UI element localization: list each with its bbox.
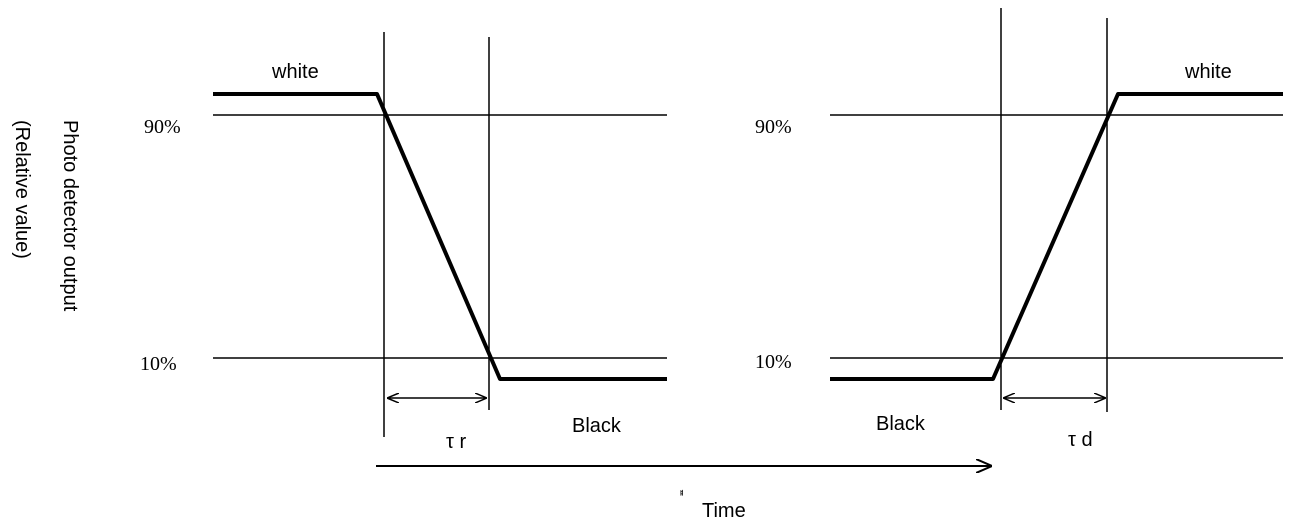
y-axis-label-line2: (Relative value) bbox=[11, 120, 33, 259]
right-black-label: Black bbox=[876, 413, 926, 435]
time-stray-mark: ᅤ bbox=[674, 489, 684, 502]
time-label: Time bbox=[702, 500, 746, 522]
left-10-label: 10% bbox=[140, 353, 177, 375]
right-90-label: 90% bbox=[755, 116, 792, 138]
left-black-label: Black bbox=[572, 415, 622, 437]
left-90-label: 90% bbox=[144, 116, 181, 138]
left-panel: white 90% 10% Black τ r bbox=[140, 32, 667, 453]
time-axis: ᅤ Time bbox=[376, 466, 991, 522]
tau-d-label: τ d bbox=[1068, 429, 1093, 451]
right-10-label: 10% bbox=[755, 351, 792, 373]
y-axis-label-line1: Photo detector output bbox=[59, 120, 81, 312]
right-waveform bbox=[830, 92, 1283, 381]
left-waveform bbox=[213, 92, 667, 381]
right-panel: white 90% 10% Black τ d bbox=[755, 8, 1283, 451]
right-white-label: white bbox=[1184, 61, 1232, 83]
tau-r-label: τ r bbox=[446, 431, 466, 453]
left-white-label: white bbox=[271, 61, 319, 83]
